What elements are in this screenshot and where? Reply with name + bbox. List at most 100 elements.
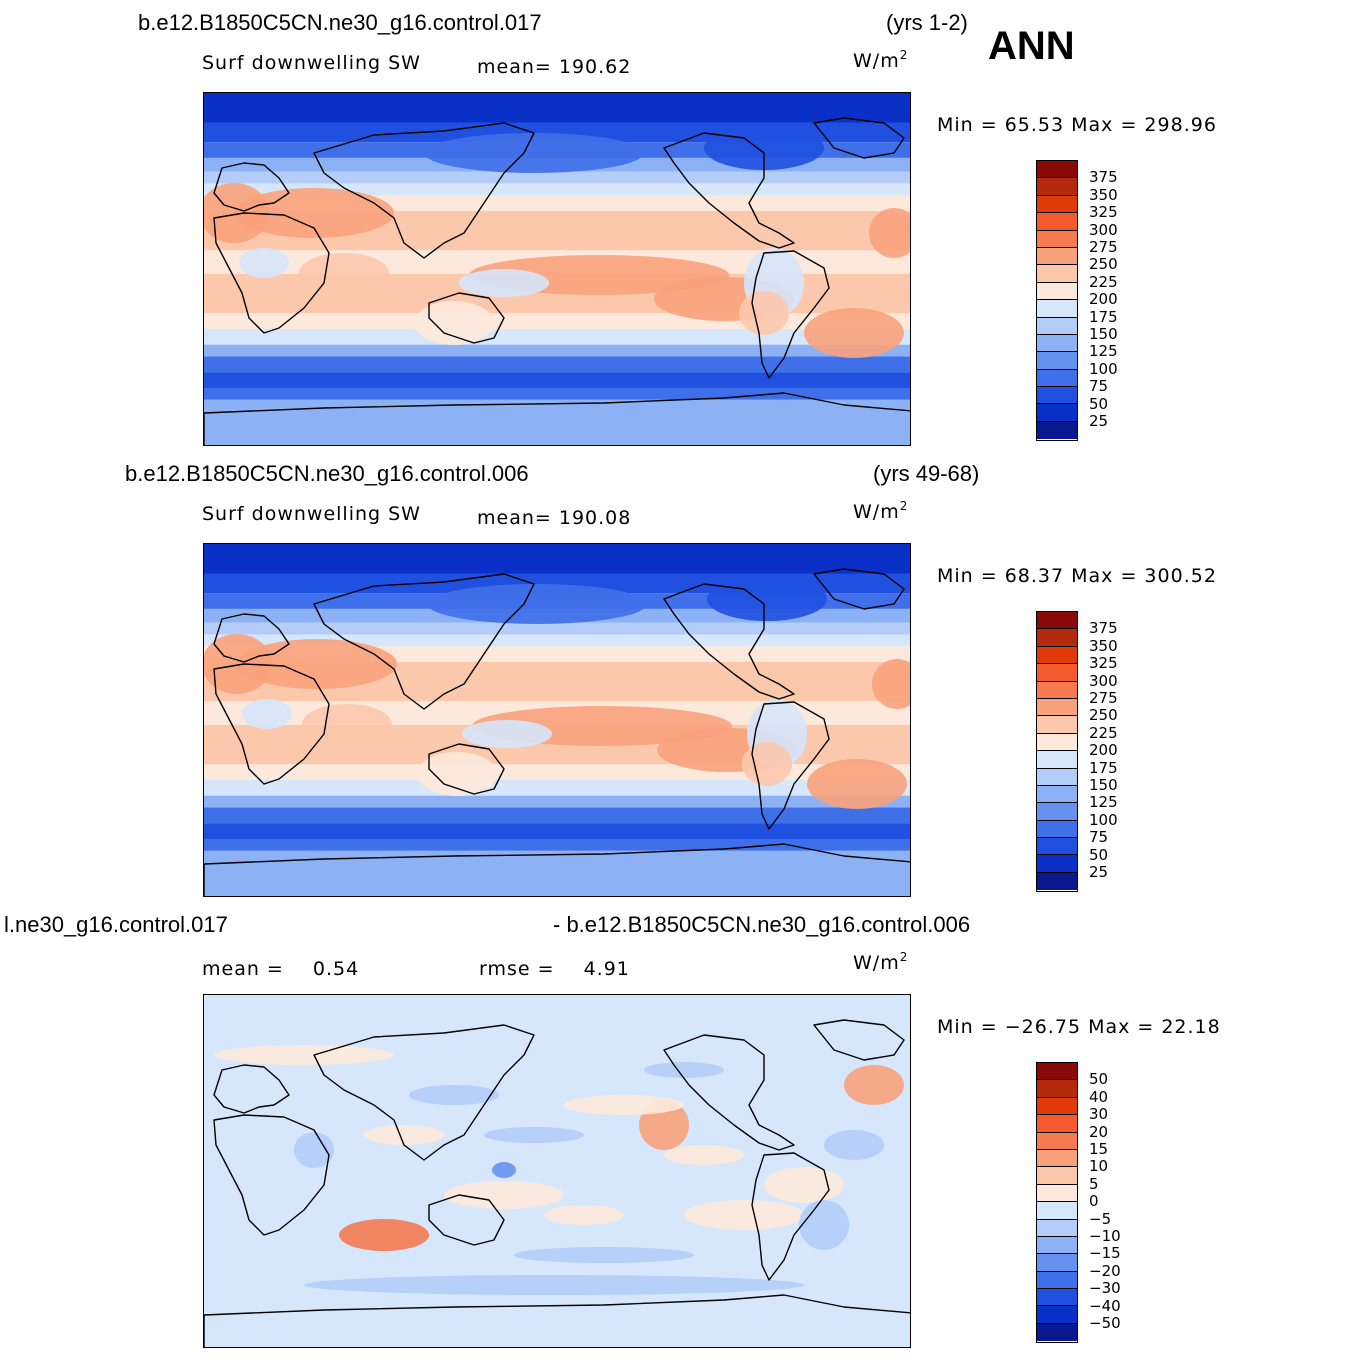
coastline: [213, 1114, 330, 1236]
map-band: [204, 183, 910, 196]
coastline: [663, 132, 795, 249]
colorbar-box: [1037, 751, 1077, 769]
map-band: [204, 344, 910, 357]
map-band: [204, 329, 910, 345]
panel2-units-base: W/m: [853, 501, 900, 523]
panel2-colorbar: [1036, 611, 1078, 893]
map-band: [204, 171, 910, 184]
colorbar-box: [1037, 629, 1077, 647]
colorbar-box: [1037, 785, 1077, 804]
panel3-units-sup: 2: [899, 950, 909, 964]
colorbar-box: [1037, 838, 1077, 856]
map-band: [204, 93, 910, 123]
coastline: [663, 1034, 795, 1151]
map-contour-blob: [364, 1125, 444, 1145]
map-contour-blob: [684, 1200, 804, 1230]
colorbar-box: [1037, 1271, 1077, 1290]
panel1-case-title: b.e12.B1850C5CN.ne30_g16.control.017: [138, 10, 542, 35]
map-contour-blob: [414, 301, 494, 345]
map-contour-blob: [564, 1095, 684, 1115]
coastline: [813, 568, 905, 610]
panel3-rmse-value: 4.91: [583, 958, 630, 980]
colorbar-box: [1037, 612, 1077, 630]
colorbar-label: 30: [1089, 1105, 1109, 1124]
coastline: [313, 573, 535, 710]
panel3-mean: mean = 0.54: [202, 958, 359, 980]
colorbar-label: 250: [1089, 255, 1118, 274]
panel2-map-svg: [204, 544, 910, 896]
colorbar-box: [1037, 1149, 1077, 1168]
coastline: [313, 1024, 535, 1161]
colorbar-box: [1037, 213, 1077, 231]
map-contour-blob: [234, 188, 394, 238]
map-contour-blob: [302, 704, 392, 744]
colorbar-label: 350: [1089, 185, 1118, 204]
colorbar-label: 225: [1089, 723, 1118, 742]
panel2-years: (yrs 49-68): [873, 461, 980, 486]
colorbar-label: 50: [1089, 845, 1109, 864]
map-band: [204, 744, 910, 765]
map-band: [204, 356, 910, 373]
colorbar-label: 275: [1089, 238, 1118, 256]
colorbar-label: 125: [1089, 342, 1118, 361]
map-contour-blob: [462, 720, 552, 748]
colorbar-box: [1037, 230, 1077, 248]
map-contour-blob: [492, 1162, 516, 1178]
colorbar-label: 225: [1089, 272, 1118, 291]
map-contour-blob: [739, 291, 789, 335]
colorbar-box: [1037, 1132, 1077, 1150]
colorbar-label: −30: [1089, 1279, 1121, 1298]
colorbar-box: [1037, 369, 1077, 388]
map-band: [204, 293, 910, 314]
panel3-units-base: W/m: [853, 952, 900, 974]
colorbar-box: [1037, 387, 1077, 405]
colorbar-box: [1037, 1306, 1077, 1324]
coastline: [204, 843, 910, 896]
colorbar-box: [1037, 803, 1077, 821]
map-band: [204, 226, 910, 251]
colorbar-box: [1037, 681, 1077, 699]
panel1-variable: Surf downwelling SW: [202, 52, 421, 74]
colorbar-label: 150: [1089, 776, 1118, 794]
coastline: [751, 1152, 830, 1281]
colorbar-label: 200: [1089, 741, 1118, 760]
colorbar-label: −20: [1089, 1261, 1121, 1280]
panel1-mean-value: 190.62: [558, 56, 632, 78]
coastline: [213, 212, 330, 334]
colorbar-label: −15: [1089, 1244, 1121, 1263]
map-band: [204, 634, 910, 647]
map-band: [204, 372, 910, 388]
colorbar-box: [1037, 352, 1077, 370]
colorbar-box: [1037, 178, 1077, 196]
colorbar-label: 125: [1089, 793, 1118, 812]
colorbar-label: 175: [1089, 307, 1118, 326]
panel1-years: (yrs 1-2): [886, 10, 968, 35]
coastline: [428, 743, 505, 795]
map-contour-blob: [644, 1062, 724, 1078]
panel2-mean-label: mean=: [477, 507, 552, 529]
colorbar-box: [1037, 1219, 1077, 1237]
map-contour-blob: [869, 208, 910, 258]
panel3-mean-label: mean =: [202, 958, 284, 980]
coastline: [313, 122, 535, 259]
colorbar-box: [1037, 1323, 1077, 1342]
map-band: [204, 544, 910, 574]
map-contour-blob: [424, 133, 644, 173]
map-contour-blob: [514, 1247, 694, 1263]
map-contour-blob: [239, 248, 289, 278]
map-contour-blob: [339, 1219, 429, 1251]
colorbar-box: [1037, 1063, 1077, 1081]
coastline: [428, 292, 505, 344]
colorbar-label: −10: [1089, 1227, 1121, 1245]
colorbar-box: [1037, 334, 1077, 353]
colorbar-box: [1037, 1167, 1077, 1185]
panel1-units: W/m2: [853, 48, 908, 72]
map-band: [204, 677, 910, 702]
colorbar-box: [1037, 421, 1077, 440]
colorbar-label: 50: [1089, 1070, 1109, 1089]
colorbar-label: 275: [1089, 689, 1118, 707]
map-contour-blob: [804, 308, 904, 358]
colorbar-label: 10: [1089, 1157, 1109, 1176]
colorbar-label: 150: [1089, 325, 1118, 343]
colorbar-box: [1037, 646, 1077, 665]
